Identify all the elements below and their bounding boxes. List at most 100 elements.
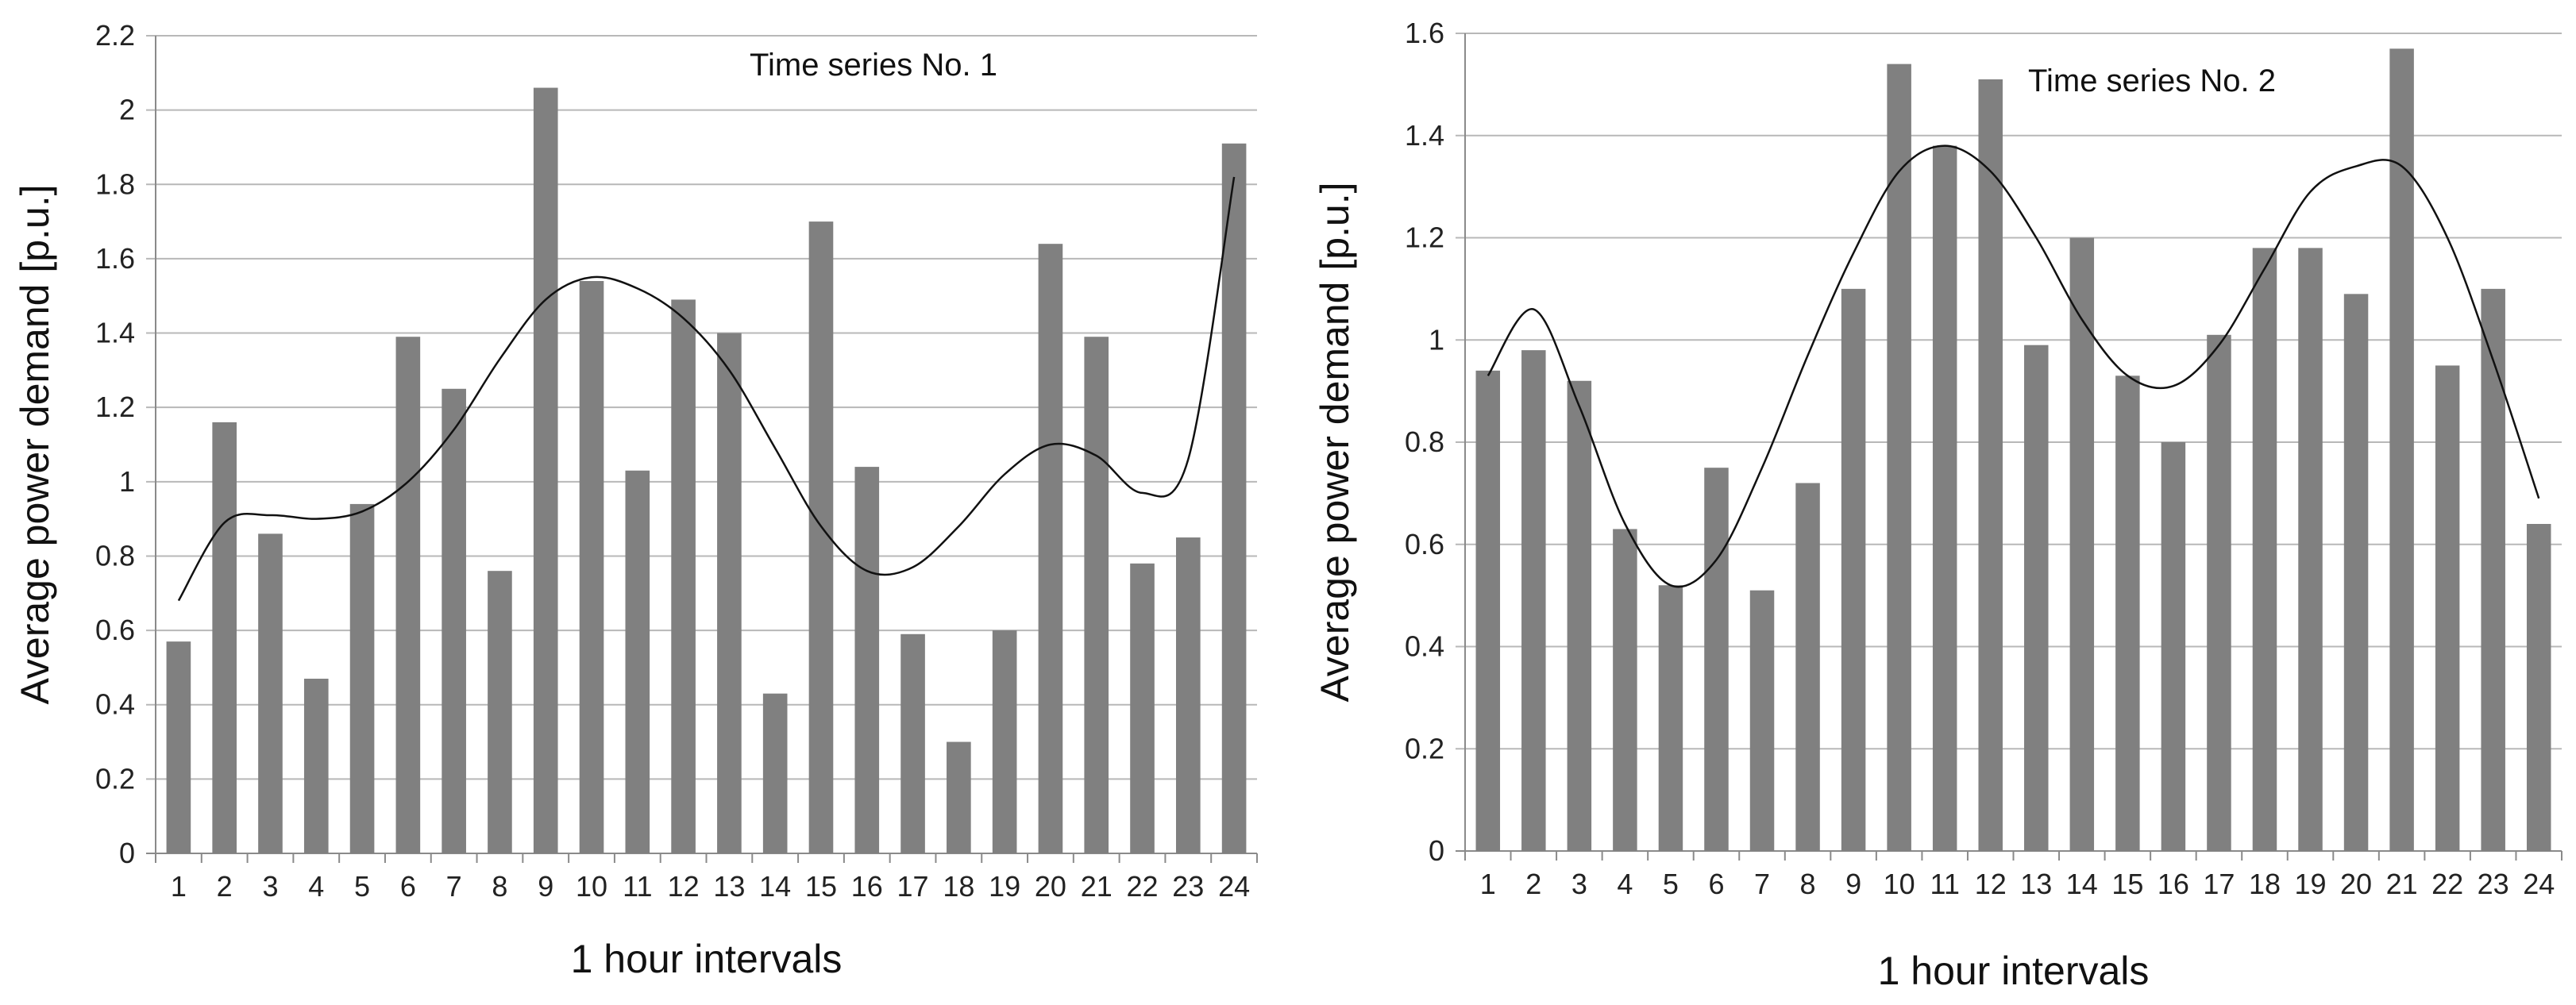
x-tick-label: 18: [2249, 868, 2281, 900]
x-tick-label: 8: [1800, 868, 1816, 900]
x-tick-label: 12: [668, 870, 700, 903]
bar: [2024, 345, 2049, 851]
trend-line: [177, 176, 1236, 602]
x-axis-label: 1 hour intervals: [571, 937, 843, 981]
bar: [2526, 524, 2551, 851]
x-tick-label: 20: [2340, 868, 2372, 900]
y-tick-label: 2.2: [95, 19, 135, 52]
x-tick-label: 6: [400, 870, 416, 903]
x-tick-label: 19: [2294, 868, 2326, 900]
x-tick-label: 3: [262, 870, 278, 903]
bar: [1978, 79, 2003, 851]
x-tick-label: 14: [759, 870, 791, 903]
bar: [2115, 375, 2140, 851]
bar: [212, 422, 237, 853]
bar: [1841, 288, 1866, 851]
x-tick-label: 9: [1845, 868, 1861, 900]
y-tick-label: 1.4: [1405, 119, 1444, 152]
bar: [900, 633, 925, 853]
x-tick-label: 17: [897, 870, 929, 903]
y-tick-label: 0: [119, 837, 135, 869]
bar: [2069, 237, 2095, 851]
bar: [947, 741, 971, 853]
x-tick-label: 5: [1663, 868, 1679, 900]
y-tick-label: 0.4: [1405, 630, 1444, 663]
bar: [1932, 145, 1957, 851]
x-tick-label: 6: [1708, 868, 1724, 900]
x-tick-label: 21: [2386, 868, 2418, 900]
x-tick-label: 9: [538, 870, 553, 903]
x-tick-label: 7: [1754, 868, 1770, 900]
x-tick-label: 23: [1172, 870, 1204, 903]
y-tick-label: 1: [119, 465, 135, 498]
bar: [2343, 294, 2369, 851]
x-tick-label: 4: [308, 870, 324, 903]
bar: [303, 678, 329, 853]
x-tick-label: 1: [1480, 868, 1496, 900]
x-tick-label: 11: [1930, 868, 1960, 900]
y-tick-label: 0.2: [1405, 732, 1444, 764]
y-tick-label: 1.6: [95, 242, 135, 275]
y-axis-label: Average power demand [p.u.]: [13, 184, 57, 704]
x-tick-label: 1: [171, 870, 187, 903]
bar: [442, 388, 466, 854]
bar: [2481, 288, 2505, 851]
bar: [1084, 337, 1109, 853]
x-tick-label: 15: [805, 870, 837, 903]
y-tick-label: 0.4: [95, 688, 135, 721]
trend-line: [1487, 144, 2540, 588]
x-tick-label: 5: [354, 870, 370, 903]
bar: [2207, 334, 2231, 851]
chart-title: Time series No. 1: [750, 48, 997, 83]
x-tick-label: 10: [576, 870, 607, 903]
bar: [2435, 365, 2460, 851]
x-tick-label: 22: [1126, 870, 1158, 903]
y-tick-label: 2: [119, 94, 135, 126]
bar: [2252, 248, 2277, 851]
x-axis-label: 1 hour intervals: [1878, 949, 2150, 993]
bar: [533, 87, 558, 853]
x-tick-label: 20: [1035, 870, 1066, 903]
bar: [1658, 585, 1683, 851]
bar: [1613, 529, 1637, 851]
y-tick-label: 1.4: [95, 317, 135, 349]
bar: [579, 281, 604, 853]
y-tick-label: 0.8: [95, 539, 135, 572]
x-tick-label: 18: [943, 870, 974, 903]
y-tick-label: 0.8: [1405, 425, 1444, 458]
chart-1: 00.20.40.60.811.21.41.61.822.21 2 3 4 5 6 7 8 9 1…: [13, 19, 1258, 981]
x-tick-label: 23: [2478, 868, 2509, 900]
x-tick-label: 13: [713, 870, 745, 903]
x-tick-label: 7: [446, 870, 462, 903]
bar: [349, 503, 375, 853]
bar: [2389, 48, 2414, 851]
x-tick-label: 14: [2066, 868, 2098, 900]
bar: [258, 533, 283, 853]
bar: [395, 337, 421, 853]
bar: [1521, 350, 1546, 851]
bar: [854, 467, 880, 853]
bar: [992, 630, 1017, 853]
y-tick-label: 0: [1429, 834, 1444, 867]
bar: [1887, 64, 1911, 851]
y-tick-label: 1.2: [1405, 221, 1444, 254]
x-tick-label: 12: [1975, 868, 2007, 900]
x-tick-label: 11: [623, 870, 652, 903]
x-tick-label: 4: [1617, 868, 1633, 900]
y-tick-label: 1.6: [1405, 17, 1444, 49]
x-tick-label: 3: [1571, 868, 1587, 900]
bar: [2161, 442, 2186, 851]
bar: [762, 693, 788, 853]
y-tick-label: 0.2: [95, 762, 135, 795]
x-tick-label: 13: [2020, 868, 2052, 900]
bar: [1130, 563, 1155, 853]
y-tick-label: 1.2: [95, 391, 135, 423]
bar: [671, 299, 696, 854]
x-tick-label: 10: [1884, 868, 1915, 900]
chart-2: 00.20.40.60.811.21.41.61 2 3 4 5 6 7 8 9 10 11 12 13…: [1313, 17, 2563, 993]
chart-title: Time series No. 2: [2028, 64, 2276, 98]
bar: [717, 333, 742, 854]
x-tick-label: 19: [989, 870, 1020, 903]
bar: [1704, 468, 1729, 851]
